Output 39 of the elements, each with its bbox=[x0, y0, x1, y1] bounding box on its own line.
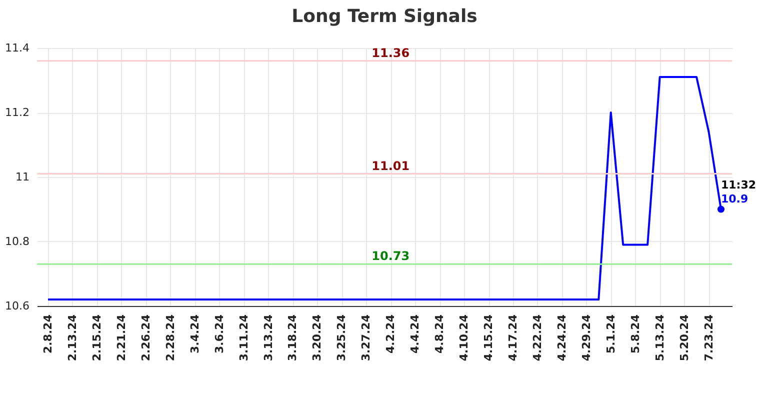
x-tick-label: 3.4.24 bbox=[188, 314, 202, 354]
x-tick-label: 3.27.24 bbox=[360, 314, 373, 362]
x-tick-label: 2.21.24 bbox=[114, 314, 128, 362]
x-tick-label: 5.13.24 bbox=[653, 314, 666, 362]
x-tick-label: 5.8.24 bbox=[628, 314, 642, 354]
y-tick-label: 11.2 bbox=[5, 106, 30, 119]
x-tick-label: 4.4.24 bbox=[408, 314, 422, 354]
y-tick-label: 10.6 bbox=[5, 300, 30, 312]
x-tick-label: 2.26.24 bbox=[139, 314, 152, 362]
ref-line-label: 11.36 bbox=[372, 46, 410, 60]
x-tick-label: 5.1.24 bbox=[604, 314, 618, 354]
x-tick-label: 2.15.24 bbox=[90, 314, 104, 362]
x-tick-label: 2.28.24 bbox=[164, 314, 177, 362]
x-tick-label: 4.24.24 bbox=[555, 314, 568, 362]
x-tick-label: 4.10.24 bbox=[458, 314, 471, 362]
annotation: 11:32 bbox=[720, 178, 756, 192]
y-tick-label: 11 bbox=[16, 170, 30, 184]
x-tick-label: 5.20.24 bbox=[678, 314, 691, 362]
x-tick-label: 4.2.24 bbox=[384, 314, 398, 354]
ref-line-label: 11.01 bbox=[372, 158, 410, 173]
x-tick-label: 2.8.24 bbox=[42, 314, 55, 354]
x-tick-label: 4.17.24 bbox=[506, 314, 520, 362]
x-tick-label: 4.15.24 bbox=[482, 314, 496, 362]
x-tick-label: 3.18.24 bbox=[286, 314, 300, 362]
x-tick-label: 3.20.24 bbox=[310, 314, 324, 362]
x-tick-label: 3.11.24 bbox=[237, 314, 250, 362]
x-tick-label: 3.13.24 bbox=[262, 314, 275, 362]
ref-line-label: 10.73 bbox=[372, 249, 410, 264]
x-tick-label: 4.29.24 bbox=[580, 314, 593, 362]
y-tick-label: 11.4 bbox=[5, 42, 30, 54]
x-tick-label: 2.13.24 bbox=[66, 314, 79, 362]
y-tick-label: 10.8 bbox=[5, 235, 30, 248]
x-tick-label: 4.8.24 bbox=[433, 314, 446, 354]
chart-title: Long Term Signals bbox=[292, 6, 478, 27]
x-tick-label: 3.6.24 bbox=[212, 314, 226, 354]
x-tick-label: 4.22.24 bbox=[530, 314, 544, 362]
x-tick-label: 7.23.24 bbox=[702, 314, 716, 362]
data-label: 10.9 bbox=[720, 192, 748, 206]
x-tick-label: 3.25.24 bbox=[335, 314, 348, 362]
